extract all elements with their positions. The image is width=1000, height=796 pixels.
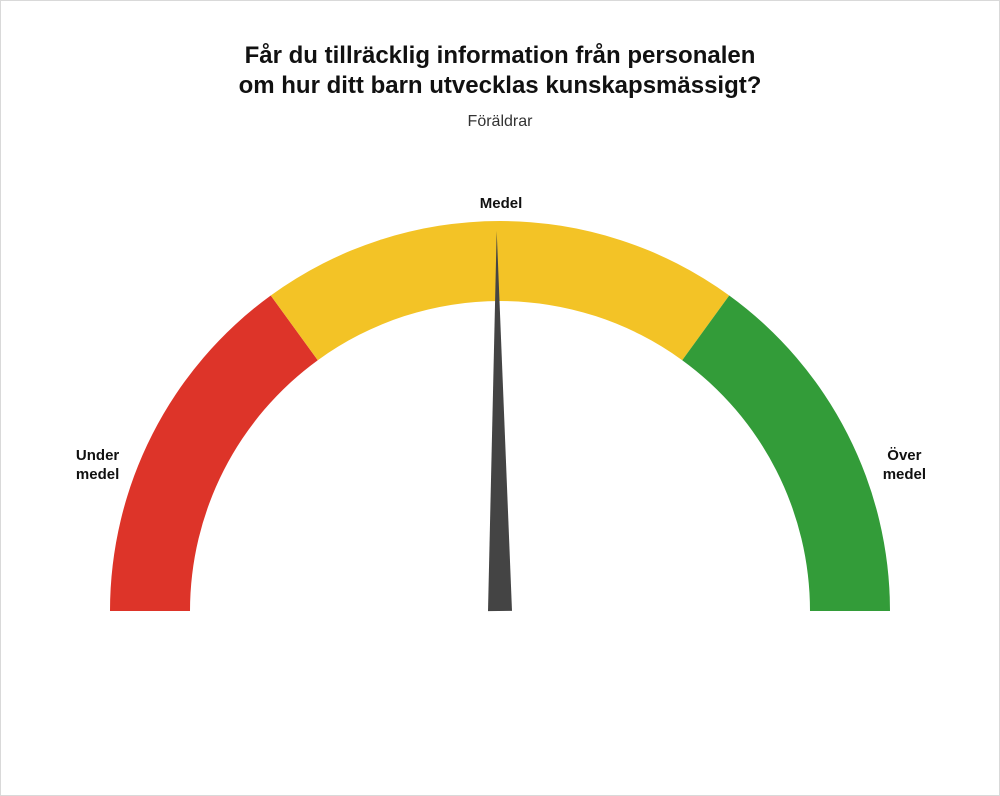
- gauge-label-center: Medel: [461, 195, 541, 214]
- title-line-1: Får du tillräcklig information från pers…: [1, 41, 999, 71]
- chart-frame: Får du tillräcklig information från pers…: [0, 0, 1000, 796]
- subtitle: Föräldrar: [1, 113, 999, 131]
- gauge-container: [1, 151, 999, 711]
- gauge-label-right: Över medel: [869, 447, 939, 485]
- gauge-label-left: Under medel: [63, 447, 133, 485]
- title-block: Får du tillräcklig information från pers…: [1, 41, 999, 131]
- gauge-segment: [110, 295, 318, 611]
- gauge-chart: [50, 151, 950, 711]
- gauge-segment: [682, 295, 890, 611]
- title-line-2: om hur ditt barn utvecklas kunskapsmässi…: [1, 71, 999, 101]
